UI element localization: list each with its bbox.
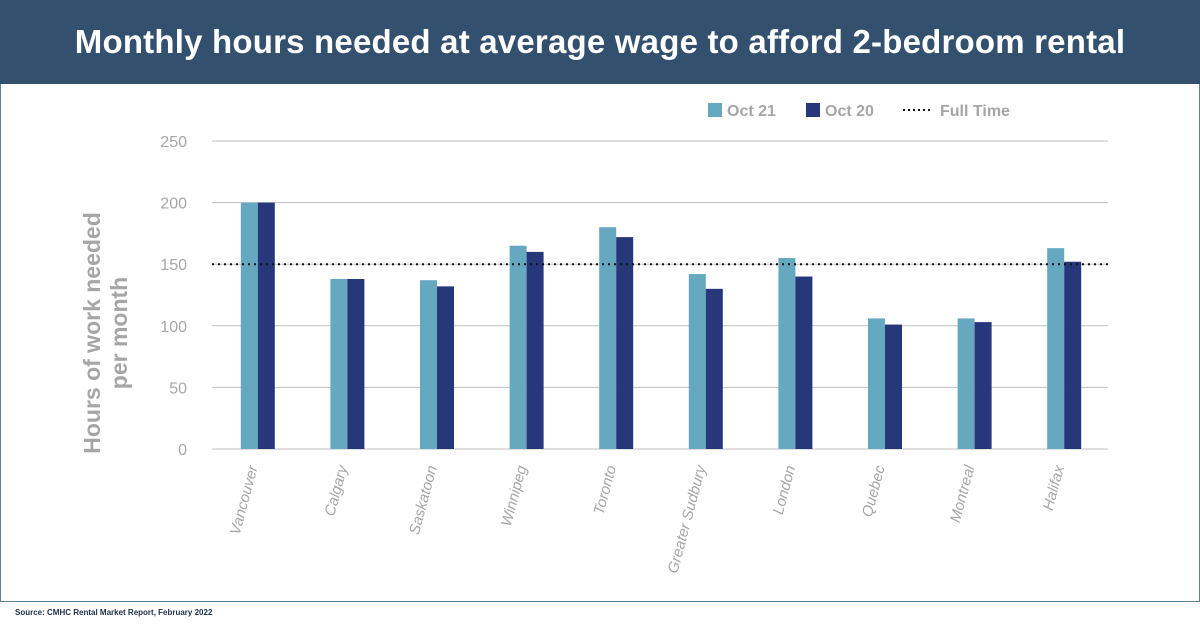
bar-oct-20 [885, 324, 902, 449]
bar-oct-21 [330, 278, 348, 449]
legend-label-full-time: Full Time [940, 103, 1010, 120]
x-tick-label: Toronto [591, 464, 620, 517]
x-tick-label: Winnipeg [498, 463, 531, 528]
x-tick-label: Halifax [1040, 463, 1068, 512]
bar-oct-21 [778, 258, 796, 449]
legend-swatch-oct21 [708, 103, 722, 117]
bar-oct-20 [1064, 261, 1082, 449]
bar-oct-21 [688, 274, 706, 449]
y-tick-label: 50 [169, 380, 187, 397]
y-tick-label: 250 [160, 134, 187, 151]
y-tick-label: 100 [160, 319, 187, 336]
bar-oct-20 [705, 288, 723, 449]
bar-oct-21 [599, 227, 617, 449]
legend-swatch-oct20 [806, 103, 820, 117]
x-tick-label: Greater Sudbury [665, 462, 711, 575]
x-tick-label: Quebec [859, 463, 889, 519]
x-tick-label: London [770, 464, 799, 517]
bar-oct-20 [974, 322, 992, 449]
y-axis-title: per month [106, 277, 132, 389]
bar-oct-20 [347, 278, 365, 449]
x-tick-label: Calgary [321, 462, 351, 518]
title-banner: Monthly hours needed at average wage to … [0, 0, 1200, 84]
bar-oct-21 [420, 280, 437, 449]
bar-oct-20 [437, 286, 454, 449]
bar-oct-20 [257, 202, 275, 449]
y-tick-label: 200 [160, 196, 187, 213]
chart-title: Monthly hours needed at average wage to … [74, 23, 1126, 60]
y-axis-title: Hours of work needed [79, 212, 105, 454]
y-tick-label: 0 [178, 442, 187, 459]
bar-oct-20 [526, 251, 544, 449]
x-tick-label: Saskatoon [406, 464, 441, 537]
source-note: Source: CMHC Rental Market Report, Febru… [15, 608, 213, 617]
bar-oct-21 [240, 202, 258, 449]
bar-oct-21 [1047, 248, 1065, 449]
bar-oct-21 [509, 245, 527, 449]
x-tick-label: Montreal [947, 463, 979, 524]
bar-oct-20 [616, 237, 634, 449]
legend-label-oct20: Oct 20 [825, 103, 874, 120]
y-tick-label: 150 [160, 257, 187, 274]
x-tick-label: Vancouver [227, 463, 262, 537]
bar-oct-21 [868, 318, 885, 449]
bar-oct-21 [957, 318, 975, 449]
legend-label-oct21: Oct 21 [727, 103, 776, 120]
bar-oct-20 [795, 276, 813, 449]
